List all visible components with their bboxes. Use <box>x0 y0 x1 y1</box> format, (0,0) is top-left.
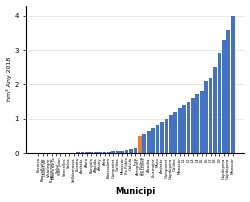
Bar <box>231 16 234 153</box>
Bar <box>173 112 177 153</box>
Bar <box>182 105 186 153</box>
Bar <box>138 136 142 153</box>
Bar <box>116 151 120 153</box>
Bar <box>129 149 133 153</box>
Bar <box>142 134 146 153</box>
Bar <box>226 29 230 153</box>
Bar <box>164 119 168 153</box>
Bar <box>94 152 98 153</box>
Bar <box>120 151 124 153</box>
Bar <box>147 131 150 153</box>
Bar <box>200 91 203 153</box>
Bar <box>85 152 89 153</box>
Bar <box>107 152 111 153</box>
Bar <box>196 94 199 153</box>
Bar <box>191 98 195 153</box>
Bar <box>169 115 173 153</box>
Bar <box>98 152 102 153</box>
Bar <box>125 150 128 153</box>
Bar <box>103 152 106 153</box>
Bar <box>112 151 115 153</box>
Bar <box>90 152 93 153</box>
Bar <box>218 53 221 153</box>
Bar <box>222 40 226 153</box>
Bar <box>134 148 137 153</box>
Bar <box>209 78 212 153</box>
Bar <box>178 108 182 153</box>
Y-axis label: hm³ Any 2018: hm³ Any 2018 <box>6 57 12 101</box>
Bar <box>151 128 155 153</box>
Bar <box>186 102 190 153</box>
Bar <box>204 81 208 153</box>
X-axis label: Municipi: Municipi <box>115 187 156 196</box>
Bar <box>160 122 164 153</box>
Bar <box>156 125 160 153</box>
Bar <box>213 67 217 153</box>
